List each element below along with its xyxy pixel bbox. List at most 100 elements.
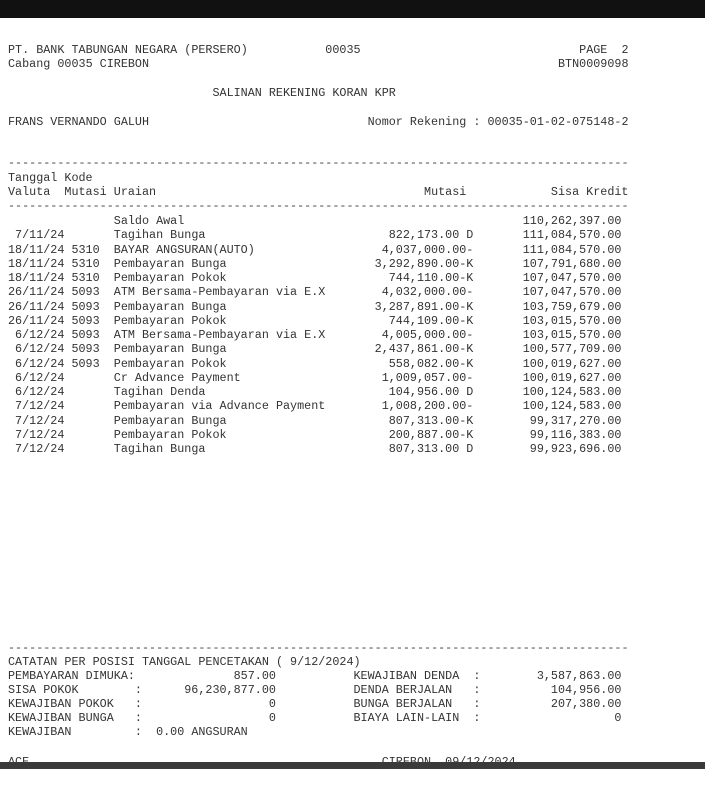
row-balance: 99,116,383.00 [529, 427, 622, 442]
row-description: Pembayaran Pokok [113, 271, 227, 285]
table-row: 6/12/24 Tagihan Denda 104,956.00 D 100,124,… [8, 385, 629, 399]
row-amount: 807,313.00 D [388, 442, 474, 456]
row-balance: 100,019,627.00 [522, 356, 622, 371]
col-valuta: Valuta [8, 185, 51, 199]
summary-sep: : [473, 669, 481, 683]
summary-row: KEWAJIBAN BUNGA: 0 BIAYA LAIN-LAIN: 0 [8, 711, 629, 725]
row-date: 18/11/24 [8, 271, 65, 285]
row-date: 6/12/24 [15, 328, 65, 342]
summary-kewajiban: KEWAJIBAN : 0.00 ANGSURAN [8, 725, 629, 739]
row-amount: 4,032,000.00- [381, 285, 474, 300]
viewer-bottom-bar [0, 762, 705, 769]
table-header-1: Tanggal Kode [8, 171, 629, 185]
divider: ----------------------------------------… [8, 156, 629, 170]
row-description: ATM Bersama-Pembayaran via E.X [113, 328, 326, 342]
row-description: Pembayaran Bunga [113, 299, 227, 314]
table-row: 7/12/24 Pembayaran Pokok 200,887.00-K 99,11… [8, 428, 629, 442]
row-code: 5093 [71, 313, 100, 328]
summary-label: BUNGA BERJALAN [353, 697, 453, 711]
table-row: 6/12/24 5093 Pembayaran Pokok 558,082.00-K 1… [8, 357, 629, 371]
row-amount: 807,313.00-K [388, 413, 474, 428]
row-balance: 103,759,679.00 [522, 299, 622, 314]
summary-sep: : [134, 697, 142, 711]
col-kode: Kode [64, 171, 93, 185]
row-date: 18/11/24 [8, 242, 65, 257]
row-description: Cr Advance Payment [113, 370, 241, 385]
row-amount: 2,437,861.00-K [374, 342, 474, 357]
summary-row: KEWAJIBAN POKOK: 0 BUNGA BERJALAN: 207,380.… [8, 697, 629, 711]
row-code: 5093 [71, 299, 100, 314]
summary-sep: : [134, 711, 142, 725]
row-description: Pembayaran Bunga [113, 256, 227, 271]
row-date: 7/12/24 [15, 413, 65, 428]
table-row: 18/11/24 5310 Pembayaran Bunga 3,292,890.00… [8, 257, 629, 271]
table-row: 7/12/24 Tagihan Bunga 807,313.00 D 99,923,6… [8, 442, 629, 456]
row-amount: 200,887.00-K [388, 427, 474, 442]
row-amount: 4,037,000.00- [381, 242, 474, 257]
table-row: 7/12/24 Pembayaran Bunga 807,313.00-K 99,31… [8, 414, 629, 428]
summary-sep: : [134, 725, 142, 739]
row-description: Pembayaran via Advance Payment [113, 399, 326, 414]
row-amount: 1,009,057.00- [381, 370, 474, 385]
account-label: Nomor Rekening : [367, 115, 481, 129]
summary-value: 857.00 [233, 669, 276, 683]
table-row: 6/12/24 Cr Advance Payment 1,009,057.00- 10… [8, 371, 629, 385]
row-balance: 107,047,570.00 [522, 285, 622, 300]
table-header-2: Valuta Mutasi Uraian Mutasi Sisa Kredit [8, 185, 629, 199]
row-description: Pembayaran Pokok [113, 313, 227, 328]
branch-name: Cabang 00035 CIREBON [8, 57, 150, 71]
row-balance: 107,791,680.00 [522, 256, 622, 271]
row-date: 6/12/24 [15, 385, 65, 399]
row-date: 26/11/24 [8, 285, 65, 300]
summary-label: PEMBAYARAN DIMUKA: [8, 669, 135, 683]
summary-value: 96,230,877.00 [184, 683, 276, 697]
summary-row: SISA POKOK: 96,230,877.00 DENDA BERJALAN: 1… [8, 683, 629, 697]
row-amount: 3,292,890.00-K [374, 256, 474, 271]
row-description: ATM Bersama-Pembayaran via E.X [113, 285, 326, 300]
row-description: Tagihan Bunga [113, 442, 206, 456]
summary-row: PEMBAYARAN DIMUKA: 857.00 KEWAJIBAN DENDA:… [8, 669, 629, 683]
customer-name: FRANS VERNANDO GALUH [8, 115, 150, 129]
bank-name: PT. BANK TABUNGAN NEGARA (PERSERO) [8, 43, 248, 57]
row-code: 5093 [71, 285, 100, 300]
customer-line: FRANS VERNANDO GALUH Nomor Rekening : 00… [8, 115, 629, 129]
row-amount: 744,109.00-K [388, 313, 474, 328]
summary-label: KEWAJIBAN POKOK [8, 697, 114, 711]
row-balance: 99,317,270.00 [529, 413, 622, 428]
row-date: 26/11/24 [8, 299, 65, 314]
summary-sep: : [473, 711, 481, 725]
table-row: Saldo Awal 110,262,397.00 [8, 214, 629, 228]
summary-label: KEWAJIBAN BUNGA [8, 711, 114, 725]
row-balance: 100,124,583.00 [522, 399, 622, 414]
row-balance: 99,923,696.00 [529, 442, 622, 456]
row-date: 7/12/24 [15, 442, 65, 456]
row-amount: 104,956.00 D [388, 385, 474, 399]
summary-value: 0.00 ANGSURAN [156, 725, 248, 739]
table-row: 6/12/24 5093 ATM Bersama-Pembayaran via E.… [8, 328, 629, 342]
summary-value: 0 [268, 697, 276, 711]
col-mutasi: Mutasi [424, 185, 467, 199]
branch-code: 00035 [325, 43, 361, 57]
row-description: Pembayaran Bunga [113, 342, 227, 357]
row-date: 6/12/24 [15, 342, 65, 357]
table-row: 26/11/24 5093 Pembayaran Pokok 744,109.00-K… [8, 314, 629, 328]
account-number: 00035-01-02-075148-2 [487, 115, 629, 129]
row-code: 5093 [71, 356, 100, 371]
row-balance: 110,262,397.00 [522, 214, 622, 228]
row-description: Pembayaran Pokok [113, 356, 227, 371]
row-date: 6/12/24 [15, 370, 65, 385]
table-row: 7/12/24 Pembayaran via Advance Payment 1,0… [8, 399, 629, 413]
row-balance: 103,015,570.00 [522, 313, 622, 328]
header-line-1: PT. BANK TABUNGAN NEGARA (PERSERO) 00035… [8, 43, 629, 57]
row-balance: 103,015,570.00 [522, 328, 622, 342]
row-code: 5093 [71, 328, 100, 342]
header-line-2: Cabang 00035 CIREBON BTN0009098 [8, 57, 629, 71]
row-code: 5310 [71, 271, 100, 285]
page-number: PAGE 2 [579, 43, 629, 57]
row-date: 6/12/24 [15, 356, 65, 371]
summary-label: BIAYA LAIN-LAIN [353, 711, 460, 725]
row-balance: 107,047,570.00 [522, 271, 622, 285]
row-balance: 111,084,570.00 [522, 228, 622, 243]
row-description: Tagihan Denda [113, 385, 206, 399]
row-amount: 4,005,000.00- [381, 328, 474, 342]
